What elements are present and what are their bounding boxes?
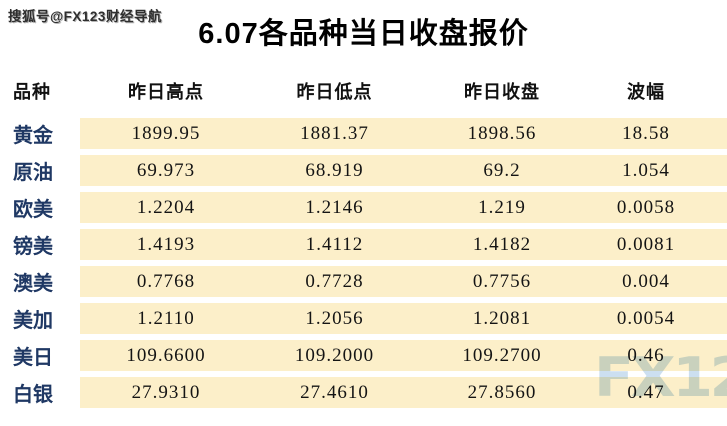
instrument-label: 澳美 bbox=[13, 273, 53, 295]
cell-prev-high: 109.6600 bbox=[126, 344, 206, 366]
cell-prev-close: 0.7756 bbox=[472, 270, 532, 292]
table-row-gbpusd: 镑美 1.4193 1.4112 1.4182 0.0081 bbox=[0, 229, 727, 260]
row-stripe: 1.4193 1.4112 1.4182 0.0081 bbox=[80, 229, 727, 260]
cell-range: 0.46 bbox=[627, 344, 665, 366]
table-header-row: 品种 昨日高点 昨日低点 昨日收盘 波幅 bbox=[0, 68, 727, 114]
cell-prev-low: 1.2056 bbox=[305, 307, 364, 329]
row-stripe: 0.7768 0.7728 0.7756 0.004 bbox=[80, 266, 727, 297]
table-row-crude-oil: 原油 69.973 68.919 69.2 1.054 bbox=[0, 155, 727, 186]
cell-prev-high: 1.2110 bbox=[137, 307, 195, 329]
row-stripe: 109.6600 109.2000 109.2700 0.46 bbox=[80, 340, 727, 371]
table-row-usdjpy: 美日 109.6600 109.2000 109.2700 0.46 bbox=[0, 340, 727, 371]
column-header-prev-close: 昨日收盘 bbox=[464, 82, 540, 102]
cell-range: 18.58 bbox=[622, 122, 670, 144]
table-row-audusd: 澳美 0.7768 0.7728 0.7756 0.004 bbox=[0, 266, 727, 297]
table-row-usdcad: 美加 1.2110 1.2056 1.2081 0.0054 bbox=[0, 303, 727, 334]
instrument-label: 欧美 bbox=[13, 199, 53, 221]
table-row-eurusd: 欧美 1.2204 1.2146 1.219 0.0058 bbox=[0, 192, 727, 223]
cell-range: 0.0081 bbox=[616, 233, 676, 255]
cell-prev-high: 1.2204 bbox=[136, 196, 196, 218]
instrument-label: 镑美 bbox=[13, 236, 53, 258]
row-stripe: 1.2110 1.2056 1.2081 0.0054 bbox=[80, 303, 727, 334]
row-stripe: 69.973 68.919 69.2 1.054 bbox=[80, 155, 727, 186]
cell-prev-low: 1.2146 bbox=[305, 196, 364, 218]
cell-prev-close: 1.2081 bbox=[472, 307, 532, 329]
cell-prev-low: 1.4112 bbox=[305, 233, 364, 255]
instrument-label: 白银 bbox=[13, 384, 53, 406]
cell-prev-low: 27.4610 bbox=[300, 381, 369, 403]
cell-prev-close: 69.2 bbox=[483, 159, 521, 181]
column-header-instrument: 品种 bbox=[13, 82, 51, 102]
table-row-silver: 白银 27.9310 27.4610 27.8560 0.47 bbox=[0, 377, 727, 408]
column-header-prev-high: 昨日高点 bbox=[128, 82, 204, 102]
row-stripe: 1899.95 1881.37 1898.56 18.58 bbox=[80, 118, 727, 149]
cell-prev-high: 0.7768 bbox=[136, 270, 196, 292]
cell-prev-high: 1899.95 bbox=[131, 122, 201, 144]
cell-prev-close: 1.219 bbox=[478, 196, 526, 218]
cell-prev-close: 109.2700 bbox=[462, 344, 542, 366]
cell-range: 0.0054 bbox=[616, 307, 676, 329]
cell-prev-close: 1898.56 bbox=[467, 122, 537, 144]
cell-prev-low: 1881.37 bbox=[300, 122, 369, 144]
cell-prev-high: 69.973 bbox=[136, 159, 196, 181]
cell-range: 0.004 bbox=[622, 270, 670, 292]
cell-range: 0.0058 bbox=[616, 196, 676, 218]
cell-prev-high: 27.9310 bbox=[131, 381, 201, 403]
cell-prev-close: 27.8560 bbox=[467, 381, 537, 403]
cell-prev-low: 68.919 bbox=[305, 159, 364, 181]
table-row-gold: 黄金 1899.95 1881.37 1898.56 18.58 bbox=[0, 118, 727, 149]
column-header-range: 波幅 bbox=[627, 82, 665, 102]
cell-prev-high: 1.4193 bbox=[136, 233, 196, 255]
row-stripe: 1.2204 1.2146 1.219 0.0058 bbox=[80, 192, 727, 223]
cell-prev-low: 0.7728 bbox=[305, 270, 364, 292]
instrument-label: 美加 bbox=[13, 310, 53, 332]
cell-range: 1.054 bbox=[622, 159, 670, 181]
publisher-watermark: 搜狐号@FX123财经导航 bbox=[8, 9, 162, 24]
instrument-label: 美日 bbox=[13, 347, 53, 369]
instrument-label: 黄金 bbox=[13, 125, 53, 147]
instrument-label: 原油 bbox=[13, 162, 53, 184]
page-title: 6.07各品种当日收盘报价 bbox=[198, 18, 529, 50]
column-header-prev-low: 昨日低点 bbox=[296, 82, 373, 102]
cell-prev-close: 1.4182 bbox=[472, 233, 532, 255]
cell-prev-low: 109.2000 bbox=[294, 344, 375, 366]
cell-range: 0.47 bbox=[627, 381, 665, 403]
header-stripe: 昨日高点 昨日低点 昨日收盘 波幅 bbox=[80, 68, 727, 114]
row-stripe: 27.9310 27.4610 27.8560 0.47 bbox=[80, 377, 727, 408]
quotes-table: 品种 昨日高点 昨日低点 昨日收盘 波幅 黄金 1899.95 1881.37 … bbox=[0, 68, 727, 414]
